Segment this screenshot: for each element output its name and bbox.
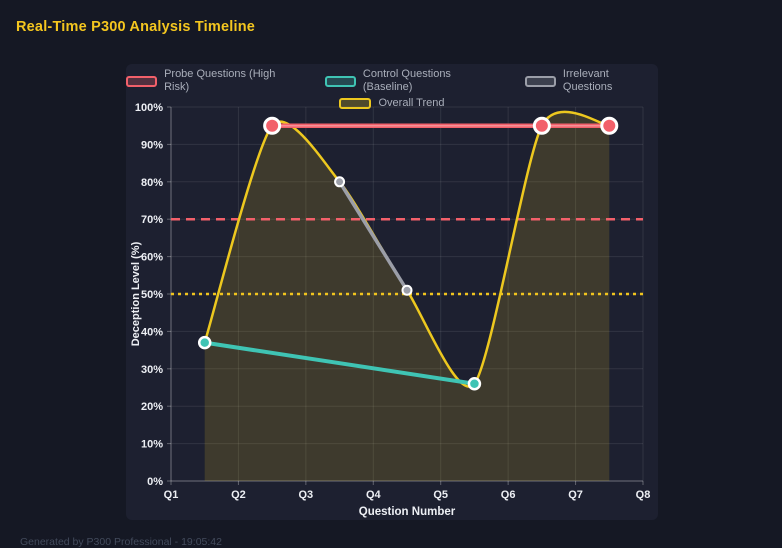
data-point-probe[interactable] xyxy=(600,116,619,135)
y-tick-label: 30% xyxy=(141,364,163,376)
x-tick-label: Q8 xyxy=(636,489,651,501)
series-line-control xyxy=(202,340,477,386)
legend-swatch-probe-icon xyxy=(126,75,158,87)
x-tick-label: Q3 xyxy=(299,489,314,501)
y-tick-label: 10% xyxy=(141,439,163,451)
x-axis-title: Question Number xyxy=(359,506,456,518)
legend-item-control[interactable]: Control Questions (Baseline) xyxy=(324,68,499,94)
legend-row-2: Overall Trend xyxy=(339,97,445,110)
y-tick-label: 100% xyxy=(135,102,163,114)
legend-label-control: Control Questions (Baseline) xyxy=(362,68,451,93)
data-point-control[interactable] xyxy=(467,377,482,391)
y-tick-label: 80% xyxy=(141,177,163,189)
chart-panel: Q1 Q2 Q3 Q4 Q5 Q6 Q7 Q8 0% 10% 20% 30% 40% 50% 60% 70% 8… xyxy=(126,64,658,520)
legend-item-probe[interactable]: Probe Questions (High Risk) xyxy=(126,68,299,94)
data-point-irrelevant[interactable] xyxy=(334,176,346,188)
legend-swatch-trend-icon xyxy=(339,98,372,109)
y-tick-label: 90% xyxy=(141,139,163,151)
data-point-probe[interactable] xyxy=(532,116,551,135)
series-line-irrelevant xyxy=(337,180,409,293)
data-point-irrelevant[interactable] xyxy=(401,284,413,296)
legend-item-trend[interactable]: Overall Trend xyxy=(339,97,445,110)
chart-canvas[interactable]: Q1 Q2 Q3 Q4 Q5 Q6 Q7 Q8 0% 10% 20% 30% 40% 50% 60% 70% 8… xyxy=(126,64,658,520)
x-tick-label: Q7 xyxy=(568,489,583,501)
legend-swatch-control-icon xyxy=(324,75,356,87)
x-tick-label: Q2 xyxy=(231,489,246,501)
y-tick-label: 60% xyxy=(141,252,163,264)
x-tick-label: Q6 xyxy=(501,489,516,501)
trend-area-fill xyxy=(204,111,610,481)
x-tick-label: Q4 xyxy=(366,489,382,501)
y-tick-label: 70% xyxy=(141,214,163,226)
chart-legend: Probe Questions (High Risk) Control Ques… xyxy=(126,68,658,110)
data-point-probe[interactable] xyxy=(263,116,282,135)
legend-item-irrelevant[interactable]: Irrelevant Questions xyxy=(524,68,658,94)
data-point-control[interactable] xyxy=(197,335,212,350)
page-title: Real-Time P300 Analysis Timeline xyxy=(16,19,256,35)
footer-note: Generated by P300 Professional - 19:05:4… xyxy=(20,536,222,548)
x-tick-label: Q1 xyxy=(164,489,179,501)
y-tick-label: 0% xyxy=(147,476,163,488)
legend-swatch-irrelevant-icon xyxy=(524,75,556,87)
legend-label-trend: Overall Trend xyxy=(378,97,445,109)
legend-row-1: Probe Questions (High Risk) Control Ques… xyxy=(126,68,658,94)
y-tick-label: 40% xyxy=(141,326,163,338)
legend-label-irrelevant: Irrelevant Questions xyxy=(562,68,613,93)
y-axis-title: Deception Level (%) xyxy=(130,241,142,346)
y-tick-label: 50% xyxy=(141,289,163,301)
x-tick-label: Q5 xyxy=(433,489,448,501)
legend-label-probe: Probe Questions (High Risk) xyxy=(164,68,276,93)
y-tick-label: 20% xyxy=(141,401,163,413)
